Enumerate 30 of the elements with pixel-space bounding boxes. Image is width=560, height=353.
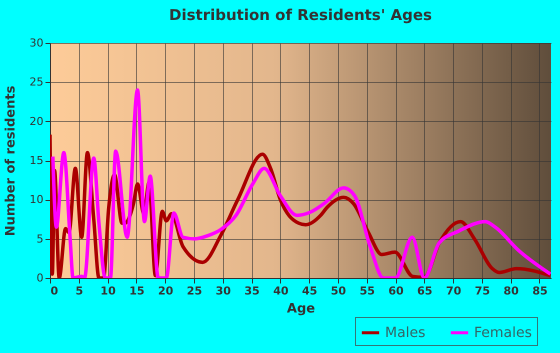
x-tick-label: 25	[186, 284, 202, 298]
x-tick-label: 20	[158, 284, 174, 298]
x-tick-label: 70	[446, 284, 462, 298]
x-tick-label: 45	[302, 284, 318, 298]
x-tick-label: 65	[417, 284, 432, 298]
y-axis-title: Number of residents	[4, 85, 19, 236]
y-tick-label: 25	[30, 76, 44, 89]
x-tick-label: 75	[474, 284, 490, 298]
x-tick-label: 30	[216, 284, 232, 298]
y-tick-label: 20	[30, 114, 44, 128]
x-tick-label: 0	[50, 284, 58, 298]
y-tick-label: 5	[36, 232, 44, 246]
y-tick-label: 15	[30, 154, 44, 167]
x-tick-label: 50	[330, 284, 346, 298]
x-tick-label: 15	[129, 284, 145, 298]
x-axis-title: Age	[286, 302, 316, 316]
x-tick-label: 80	[504, 284, 520, 298]
x-tick-label: 10	[100, 284, 116, 298]
legend-label: Males	[385, 324, 426, 341]
x-tick-label: 85	[532, 284, 548, 298]
y-tick-label: 30	[30, 36, 44, 50]
y-tick-label: 0	[36, 272, 44, 284]
chart-title: Distribution of Residents' Ages	[169, 6, 432, 24]
x-tick-label: 35	[244, 284, 260, 298]
y-tick-label: 10	[30, 193, 44, 206]
x-tick-label: 5	[75, 284, 84, 298]
x-tick-label: 40	[273, 284, 289, 298]
x-tick-label: 55	[360, 284, 375, 298]
legend-label: Females	[474, 324, 532, 341]
x-tick-label: 60	[388, 284, 404, 298]
